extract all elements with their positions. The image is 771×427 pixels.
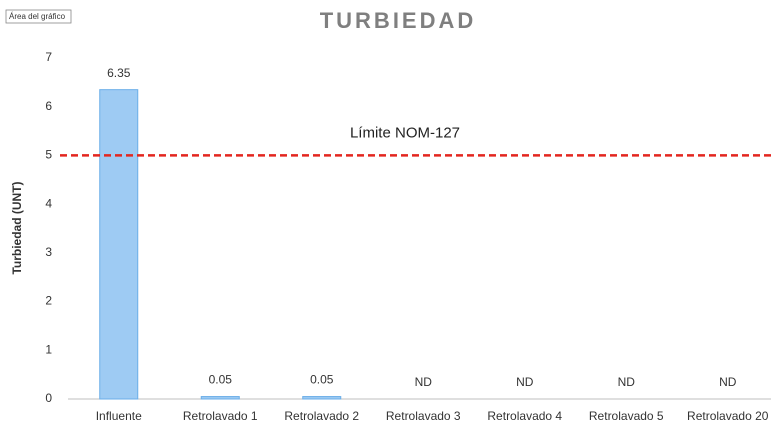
x-tick-label: Retrolavado 1 bbox=[183, 409, 258, 423]
bar bbox=[200, 396, 240, 400]
bar bbox=[99, 89, 139, 400]
x-tick-label: Retrolavado 5 bbox=[589, 409, 664, 423]
data-label: ND bbox=[719, 375, 737, 389]
chart-title: TURBIEDAD bbox=[320, 8, 477, 33]
data-label: 6.35 bbox=[107, 66, 131, 80]
tooltip: Área del gráfico bbox=[9, 12, 66, 21]
y-tick-label: 6 bbox=[45, 99, 52, 113]
y-tick-label: 7 bbox=[45, 50, 52, 64]
x-tick-label: Influente bbox=[96, 409, 142, 423]
reference-label: Límite NOM-127 bbox=[350, 124, 460, 141]
y-tick-label: 4 bbox=[45, 196, 52, 210]
x-tick-label: Retrolavado 20 bbox=[687, 409, 769, 423]
x-tick-label: Retrolavado 3 bbox=[386, 409, 461, 423]
x-tick-label: Retrolavado 4 bbox=[487, 409, 562, 423]
y-tick-label: 3 bbox=[45, 245, 52, 259]
data-label: ND bbox=[516, 375, 534, 389]
bar bbox=[302, 396, 342, 400]
tooltip-box bbox=[5, 9, 72, 24]
y-tick-label: 2 bbox=[45, 294, 52, 308]
x-tick-label: Retrolavado 2 bbox=[284, 409, 359, 423]
y-tick-label: 1 bbox=[45, 342, 52, 356]
y-tick-label: 0 bbox=[45, 391, 52, 405]
data-label: ND bbox=[618, 375, 636, 389]
y-axis-label: Turbiedad (UNT) bbox=[10, 181, 24, 274]
data-label: 0.05 bbox=[310, 373, 334, 387]
data-label: 0.05 bbox=[209, 373, 233, 387]
y-tick-label: 5 bbox=[45, 148, 52, 162]
data-label: ND bbox=[415, 375, 433, 389]
